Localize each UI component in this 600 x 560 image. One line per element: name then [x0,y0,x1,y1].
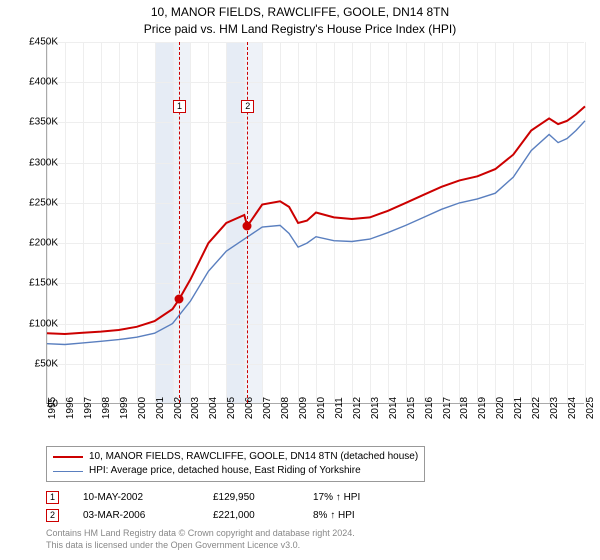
chart-container: 10, MANOR FIELDS, RAWCLIFFE, GOOLE, DN14… [0,0,600,560]
sale-row: 1 10-MAY-2002£129,95017% ↑ HPI [46,488,413,506]
y-axis-label: £150K [29,278,58,289]
x-axis-label: 2016 [424,397,435,419]
y-axis-label: £450K [29,37,58,48]
sale-row-price: £129,950 [213,492,313,503]
x-axis-label: 2005 [226,397,237,419]
x-axis-label: 2000 [137,397,148,419]
sale-marker-box: 2 [241,100,254,113]
sale-row-date: 03-MAR-2006 [83,510,213,521]
y-axis-label: £0 [47,399,58,410]
x-axis-label: 2013 [370,397,381,419]
series-line-hpi [47,121,585,345]
footer-attribution: Contains HM Land Registry data © Crown c… [46,528,355,551]
x-axis-label: 1998 [101,397,112,419]
x-axis-label: 2006 [244,397,255,419]
sale-dot [243,222,252,231]
legend-label: HPI: Average price, detached house, East… [89,464,361,478]
x-axis-label: 2018 [459,397,470,419]
x-axis-label: 2020 [495,397,506,419]
legend-box: 10, MANOR FIELDS, RAWCLIFFE, GOOLE, DN14… [46,446,425,482]
sales-table: 1 10-MAY-2002£129,95017% ↑ HPI 2 03-MAR-200… [46,488,413,524]
y-axis-label: £100K [29,318,58,329]
x-axis-label: 2024 [567,397,578,419]
footer-line-2: This data is licensed under the Open Gov… [46,540,355,552]
x-axis-label: 2003 [190,397,201,419]
title-line-1: 10, MANOR FIELDS, RAWCLIFFE, GOOLE, DN14… [0,4,600,21]
sale-row-hpi: 17% ↑ HPI [313,492,413,503]
x-axis-label: 1996 [65,397,76,419]
x-axis-label: 2010 [316,397,327,419]
series-line-property [47,106,585,334]
x-axis-label: 2015 [406,397,417,419]
y-axis-label: £300K [29,157,58,168]
x-axis-label: 2022 [531,397,542,419]
chart-svg [47,42,584,403]
x-axis-label: 2017 [442,397,453,419]
sale-dot [174,295,183,304]
x-axis-label: 2008 [280,397,291,419]
x-axis-label: 2004 [208,397,219,419]
title-block: 10, MANOR FIELDS, RAWCLIFFE, GOOLE, DN14… [0,0,600,38]
y-axis-label: £400K [29,77,58,88]
x-axis-label: 1999 [119,397,130,419]
footer-line-1: Contains HM Land Registry data © Crown c… [46,528,355,540]
sale-row-marker: 1 [46,491,59,504]
x-axis-label: 2009 [298,397,309,419]
sale-row-marker: 2 [46,509,59,522]
y-axis-label: £200K [29,238,58,249]
x-axis-label: 2019 [477,397,488,419]
sale-dashline [179,42,180,403]
legend-swatch [53,471,83,472]
legend-swatch [53,456,83,458]
legend-row: 10, MANOR FIELDS, RAWCLIFFE, GOOLE, DN14… [53,450,418,464]
x-axis-label: 2023 [549,397,560,419]
sale-row-date: 10-MAY-2002 [83,492,213,503]
x-axis-label: 2014 [388,397,399,419]
legend-label: 10, MANOR FIELDS, RAWCLIFFE, GOOLE, DN14… [89,450,418,464]
legend-row: HPI: Average price, detached house, East… [53,464,418,478]
sale-row-price: £221,000 [213,510,313,521]
x-axis-label: 1997 [83,397,94,419]
gridline-vertical [585,42,586,403]
y-axis-label: £50K [35,358,58,369]
x-axis-label: 2011 [334,397,345,419]
y-axis-label: £250K [29,197,58,208]
sale-row: 2 03-MAR-2006£221,0008% ↑ HPI [46,506,413,524]
x-axis-label: 2021 [513,397,524,419]
x-axis-label: 2007 [262,397,273,419]
sale-marker-box: 1 [173,100,186,113]
x-axis-label: 2012 [352,397,363,419]
sale-row-hpi: 8% ↑ HPI [313,510,413,521]
title-line-2: Price paid vs. HM Land Registry's House … [0,21,600,38]
x-axis-label: 2001 [155,397,166,419]
chart-plot-area: 1995199619971998199920002001200220032004… [46,42,584,404]
y-axis-label: £350K [29,117,58,128]
x-axis-label: 2025 [585,397,596,419]
